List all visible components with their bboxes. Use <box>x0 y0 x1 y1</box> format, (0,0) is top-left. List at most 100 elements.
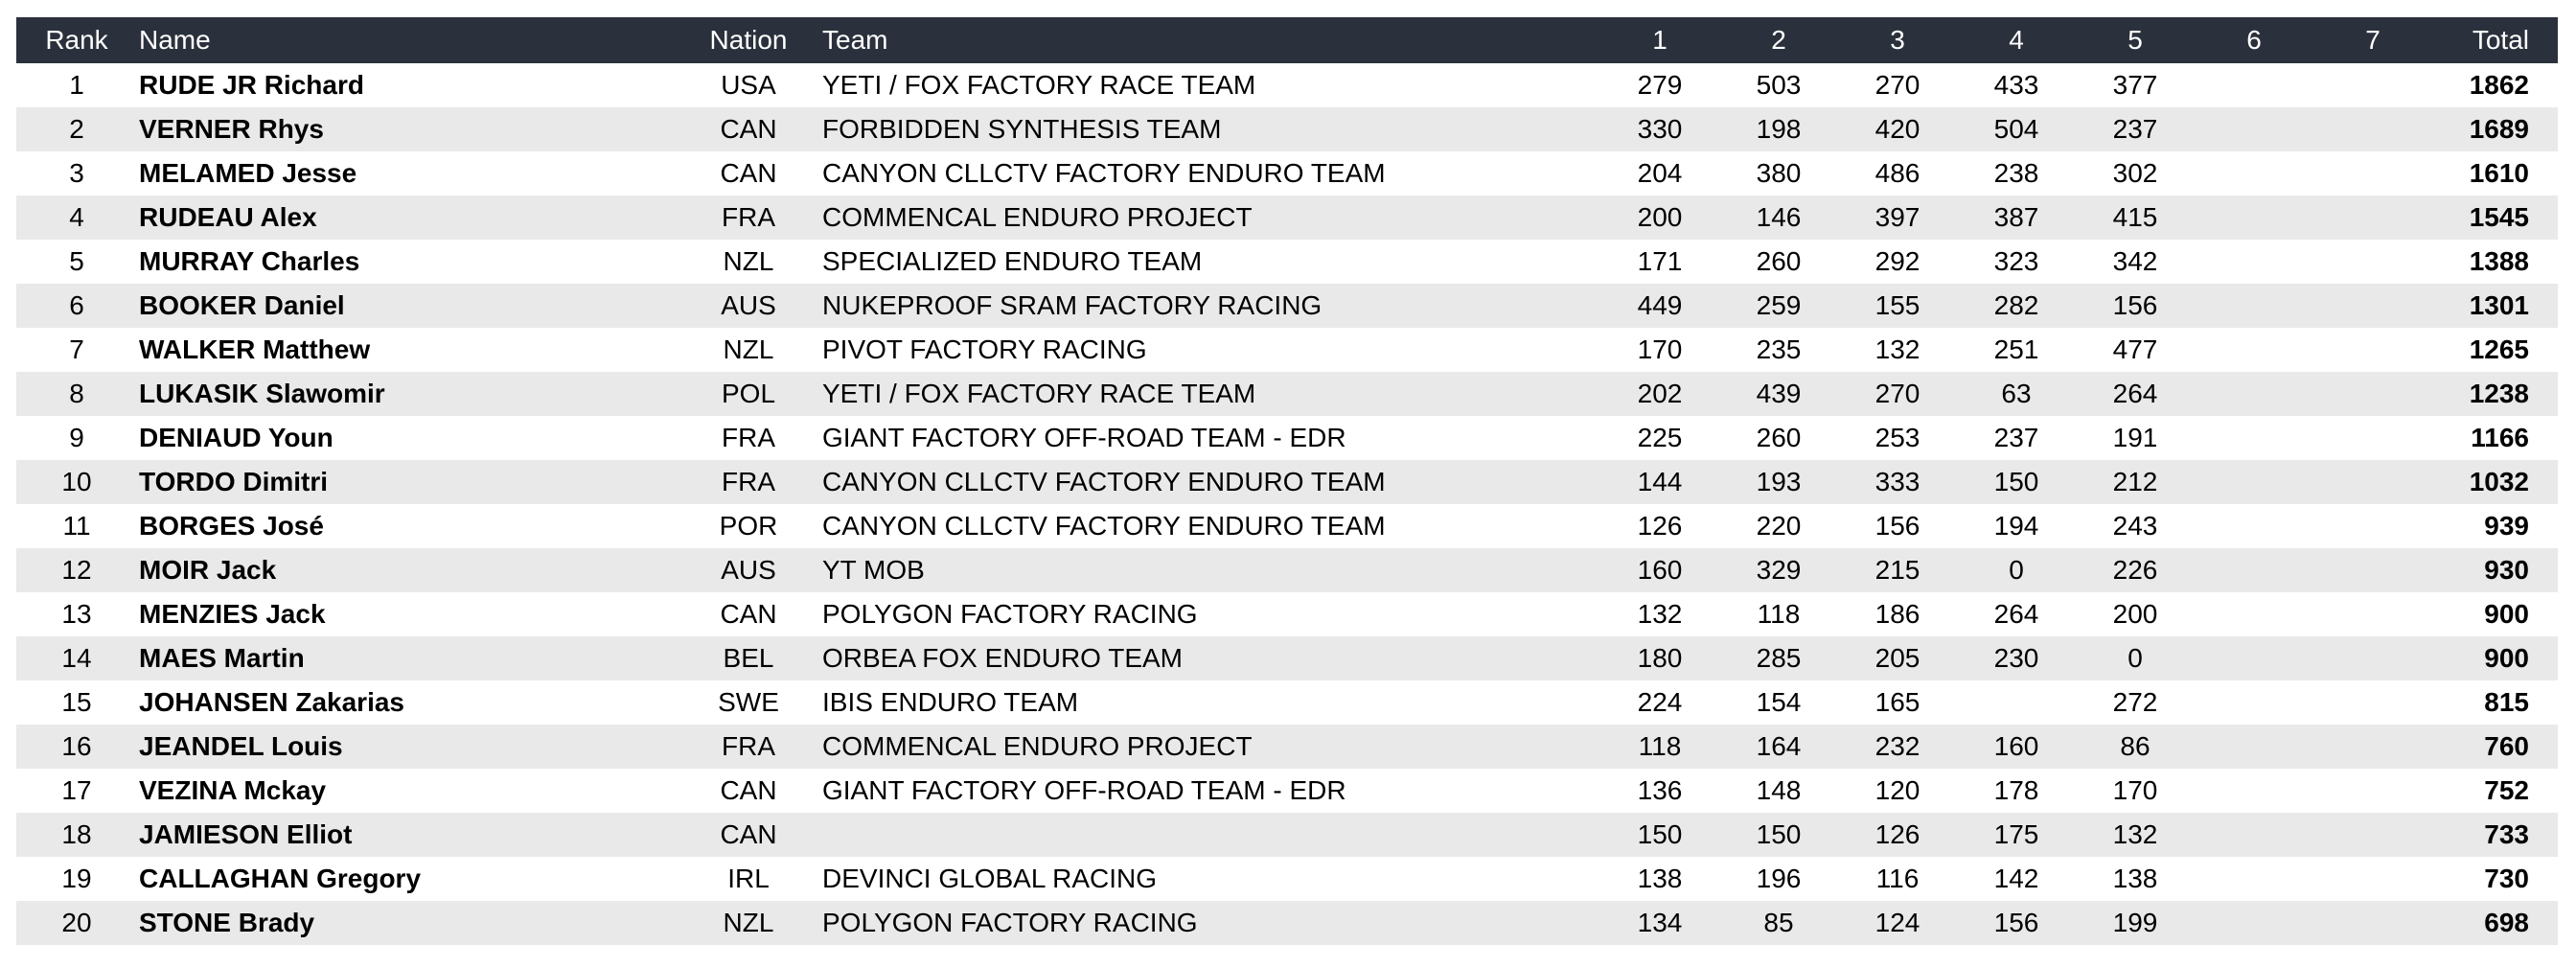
total-cell: 930 <box>2484 555 2529 585</box>
nation-cell: CAN <box>720 599 777 629</box>
score-cell-round-7 <box>2313 416 2432 460</box>
score-cell-round-6 <box>2195 284 2313 328</box>
column-header-round-4: 4 <box>1957 17 2076 63</box>
score-cell-round-7 <box>2313 107 2432 151</box>
score-cell-round-5: 237 <box>2112 114 2158 144</box>
score-cell-round-2: 196 <box>1756 864 1802 893</box>
name-cell: STONE Brady <box>139 908 315 937</box>
nation-cell: CAN <box>720 775 777 805</box>
name-cell: RUDE JR Richard <box>139 70 364 100</box>
team-cell: YT MOB <box>822 555 925 585</box>
score-cell-round-2: 193 <box>1756 467 1802 496</box>
score-cell-round-2: 260 <box>1756 423 1802 452</box>
total-cell: 760 <box>2484 731 2529 761</box>
score-cell-round-6 <box>2195 592 2313 636</box>
score-cell-round-5: 377 <box>2112 70 2158 100</box>
score-cell-round-7 <box>2313 769 2432 813</box>
score-cell-round-7 <box>2313 504 2432 548</box>
score-cell-round-7 <box>2313 240 2432 284</box>
score-cell-round-3: 126 <box>1874 819 1920 849</box>
score-cell-round-7 <box>2313 813 2432 857</box>
score-cell-round-7 <box>2313 460 2432 504</box>
table-row: 15 JOHANSEN Zakarias SWE IBIS ENDURO TEA… <box>16 680 2558 725</box>
score-cell-round-4: 504 <box>1993 114 2039 144</box>
table-row: 14 MAES Martin BEL ORBEA FOX ENDURO TEAM… <box>16 636 2558 680</box>
score-cell-round-2: 259 <box>1756 290 1802 320</box>
total-cell: 1388 <box>2469 246 2529 276</box>
score-cell-round-4: 175 <box>1993 819 2039 849</box>
score-cell-round-6 <box>2195 769 2313 813</box>
score-cell-round-2: 198 <box>1756 114 1802 144</box>
rank-cell: 5 <box>69 246 84 276</box>
rank-cell: 3 <box>69 158 84 188</box>
results-table: Rank Name Nation Team 1 2 3 4 5 6 7 Tota… <box>16 17 2558 945</box>
nation-cell: FRA <box>722 202 775 232</box>
table-row: 1 RUDE JR Richard USA YETI / FOX FACTORY… <box>16 63 2558 107</box>
team-cell: YETI / FOX FACTORY RACE TEAM <box>822 379 1256 408</box>
nation-cell: CAN <box>720 158 777 188</box>
table-body: 1 RUDE JR Richard USA YETI / FOX FACTORY… <box>16 63 2558 945</box>
score-cell-round-6 <box>2195 196 2313 240</box>
table-row: 11 BORGES José POR CANYON CLLCTV FACTORY… <box>16 504 2558 548</box>
rank-cell: 6 <box>69 290 84 320</box>
total-cell: 1238 <box>2469 379 2529 408</box>
nation-cell: IRL <box>727 864 770 893</box>
score-cell-round-7 <box>2313 548 2432 592</box>
name-cell: BORGES José <box>139 511 324 541</box>
score-cell-round-1: 180 <box>1637 643 1683 673</box>
score-cell-round-2: 85 <box>1763 908 1794 937</box>
score-cell-round-3: 292 <box>1874 246 1920 276</box>
nation-cell: CAN <box>720 819 777 849</box>
score-cell-round-7 <box>2313 725 2432 769</box>
team-cell: NUKEPROOF SRAM FACTORY RACING <box>822 290 1322 320</box>
score-cell-round-6 <box>2195 857 2313 901</box>
score-cell-round-5: 191 <box>2112 423 2158 452</box>
name-cell: BOOKER Daniel <box>139 290 345 320</box>
nation-cell: POL <box>721 379 776 408</box>
rank-cell: 7 <box>69 334 84 364</box>
table-row: 9 DENIAUD Youn FRA GIANT FACTORY OFF-ROA… <box>16 416 2558 460</box>
column-header-round-2: 2 <box>1719 17 1838 63</box>
score-cell-round-5: 170 <box>2112 775 2158 805</box>
score-cell-round-3: 270 <box>1874 70 1920 100</box>
score-cell-round-2: 164 <box>1756 731 1802 761</box>
total-cell: 1689 <box>2469 114 2529 144</box>
column-header-round-5: 5 <box>2076 17 2195 63</box>
score-cell-round-4: 142 <box>1993 864 2039 893</box>
rank-cell: 2 <box>69 114 84 144</box>
score-cell-round-2: 285 <box>1756 643 1802 673</box>
nation-cell: FRA <box>722 467 775 496</box>
score-cell-round-2: 146 <box>1756 202 1802 232</box>
score-cell-round-5: 243 <box>2112 511 2158 541</box>
name-cell: WALKER Matthew <box>139 334 371 364</box>
score-cell-round-4: 0 <box>2009 555 2024 585</box>
column-header-total: Total <box>2432 17 2558 63</box>
score-cell-round-1: 200 <box>1637 202 1683 232</box>
team-cell: COMMENCAL ENDURO PROJECT <box>822 202 1253 232</box>
score-cell-round-3: 420 <box>1874 114 1920 144</box>
name-cell: MOIR Jack <box>139 555 277 585</box>
column-header-name: Name <box>137 17 688 63</box>
rank-cell: 19 <box>61 864 92 893</box>
team-cell: ORBEA FOX ENDURO TEAM <box>822 643 1183 673</box>
team-cell: SPECIALIZED ENDURO TEAM <box>822 246 1203 276</box>
table-row: 4 RUDEAU Alex FRA COMMENCAL ENDURO PROJE… <box>16 196 2558 240</box>
score-cell-round-3: 124 <box>1874 908 1920 937</box>
rank-cell: 11 <box>62 511 91 541</box>
nation-cell: NZL <box>723 908 774 937</box>
nation-cell: NZL <box>723 246 774 276</box>
score-cell-round-7 <box>2313 592 2432 636</box>
table-row: 2 VERNER Rhys CAN FORBIDDEN SYNTHESIS TE… <box>16 107 2558 151</box>
team-cell: CANYON CLLCTV FACTORY ENDURO TEAM <box>822 158 1386 188</box>
column-header-rank: Rank <box>16 17 137 63</box>
score-cell-round-1: 279 <box>1637 70 1683 100</box>
column-header-round-7: 7 <box>2313 17 2432 63</box>
name-cell: MENZIES Jack <box>139 599 326 629</box>
total-cell: 1862 <box>2469 70 2529 100</box>
score-cell-round-3: 397 <box>1874 202 1920 232</box>
score-cell-round-1: 204 <box>1637 158 1683 188</box>
name-cell: JEANDEL Louis <box>139 731 343 761</box>
score-cell-round-4: 63 <box>2001 379 2032 408</box>
score-cell-round-4: 282 <box>1993 290 2039 320</box>
score-cell-round-1: 330 <box>1637 114 1683 144</box>
